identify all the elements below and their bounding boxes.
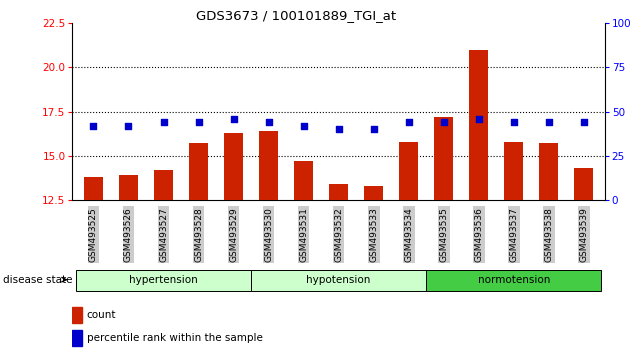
Bar [72, 330, 82, 346]
Point [508, 119, 518, 125]
Point [544, 119, 554, 125]
Text: GSM493527: GSM493527 [159, 207, 168, 262]
Bar [329, 184, 348, 354]
Bar [84, 177, 103, 354]
Text: GSM493536: GSM493536 [474, 207, 483, 262]
Bar [504, 142, 524, 354]
Bar [259, 131, 278, 354]
Text: hypertension: hypertension [129, 275, 198, 285]
Text: percentile rank within the sample: percentile rank within the sample [87, 332, 263, 343]
Point [193, 119, 203, 125]
Text: normotension: normotension [478, 275, 550, 285]
Text: GSM493538: GSM493538 [544, 207, 553, 262]
Text: GDS3673 / 100101889_TGI_at: GDS3673 / 100101889_TGI_at [196, 9, 396, 22]
Point [159, 119, 169, 125]
Text: GSM493530: GSM493530 [264, 207, 273, 262]
Point [229, 116, 239, 121]
Bar [119, 175, 138, 354]
Bar [364, 186, 383, 354]
Text: disease state: disease state [3, 275, 72, 285]
Text: GSM493535: GSM493535 [439, 207, 448, 262]
Text: GSM493532: GSM493532 [334, 207, 343, 262]
FancyBboxPatch shape [76, 270, 251, 291]
Text: GSM493526: GSM493526 [124, 207, 133, 262]
FancyBboxPatch shape [426, 270, 601, 291]
Bar [154, 170, 173, 354]
Bar [574, 168, 593, 354]
Text: GSM493533: GSM493533 [369, 207, 378, 262]
Text: GSM493525: GSM493525 [89, 207, 98, 262]
Bar [189, 143, 208, 354]
Bar [539, 143, 558, 354]
Point [369, 126, 379, 132]
Point [438, 119, 449, 125]
Text: GSM493537: GSM493537 [509, 207, 518, 262]
Bar [72, 307, 82, 323]
Bar [399, 142, 418, 354]
Point [263, 119, 273, 125]
Text: hypotension: hypotension [306, 275, 371, 285]
Point [474, 116, 484, 121]
Point [579, 119, 589, 125]
Point [404, 119, 414, 125]
Bar [469, 50, 488, 354]
Text: GSM493534: GSM493534 [404, 207, 413, 262]
Bar [224, 133, 243, 354]
Text: GSM493529: GSM493529 [229, 207, 238, 262]
Point [88, 123, 98, 129]
Point [333, 126, 343, 132]
Point [299, 123, 309, 129]
Point [123, 123, 134, 129]
Text: count: count [87, 310, 117, 320]
FancyBboxPatch shape [251, 270, 426, 291]
Text: GSM493539: GSM493539 [580, 207, 588, 262]
Text: GSM493531: GSM493531 [299, 207, 308, 262]
Bar [434, 117, 454, 354]
Text: GSM493528: GSM493528 [194, 207, 203, 262]
Bar [294, 161, 313, 354]
